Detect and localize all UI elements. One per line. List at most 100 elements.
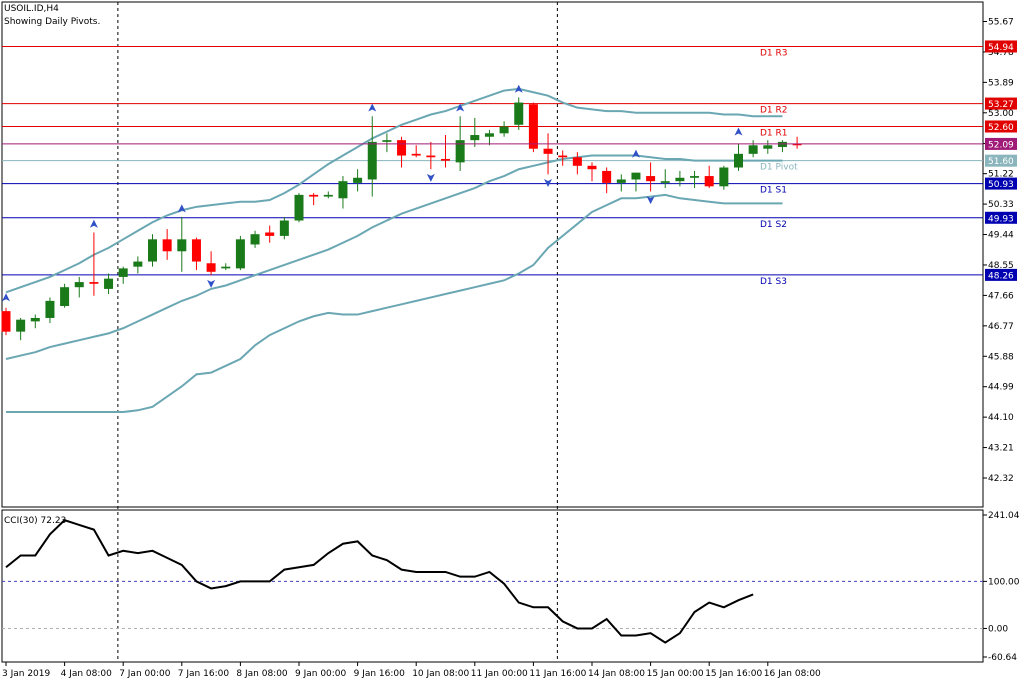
y-tick-label: 53.89 — [988, 78, 1014, 88]
pivot-price-tag — [985, 268, 1017, 281]
candle-body — [470, 135, 480, 141]
pivot-label: D1 S1 — [760, 186, 787, 196]
candle-body — [235, 239, 245, 269]
cci-y-tick-label: 0.00 — [988, 624, 1008, 634]
x-tick-label: 7 Jan 16:00 — [178, 669, 230, 679]
bollinger-lower-line — [6, 193, 783, 414]
candle-body — [499, 126, 509, 134]
y-tick-label: 45.88 — [988, 352, 1014, 362]
cci-panel-border — [1, 509, 984, 663]
candle-body — [455, 140, 465, 163]
candle-body — [719, 167, 729, 187]
candle-body — [89, 282, 99, 284]
x-tick-label: 10 Jan 08:00 — [412, 669, 469, 679]
cci-y-tick-label: -60.64 — [988, 653, 1017, 663]
pivot-price-tag-text: 54.94 — [988, 43, 1014, 53]
pivot-label: D1 R2 — [760, 106, 788, 116]
y-tick-label: 44.10 — [988, 413, 1014, 423]
candle-body — [294, 194, 304, 221]
candle-body — [528, 104, 538, 149]
x-tick-label: 15 Jan 00:00 — [647, 669, 704, 679]
cci-line — [5, 519, 754, 644]
fractal-up-arrow — [456, 103, 465, 112]
pivot-price-tag-text: 53.27 — [988, 100, 1014, 110]
bollinger-middle-line — [5, 154, 783, 360]
candle-body — [279, 220, 289, 236]
fractal-down-arrow — [544, 179, 553, 188]
pivot-label: D1 R1 — [760, 128, 788, 138]
candle-body — [587, 165, 597, 170]
y-tick-label: 50.33 — [988, 200, 1014, 210]
candle-body — [162, 239, 172, 252]
fractal-up-arrow — [514, 84, 523, 93]
candle-body — [777, 141, 787, 147]
pivot-label: D1 S2 — [760, 220, 787, 230]
candle-body — [646, 176, 656, 182]
pivot-price-tag-text: 51.60 — [988, 157, 1014, 167]
x-tick-label: 3 Jan 2019 — [2, 669, 50, 679]
y-tick-label: 49.44 — [988, 231, 1014, 241]
candle-body — [690, 176, 700, 178]
candle-body — [572, 157, 582, 166]
candle-body — [543, 148, 553, 154]
x-tick-label: 7 Jan 00:00 — [119, 669, 171, 679]
candle-body — [660, 181, 670, 183]
candle-body — [367, 141, 377, 180]
y-tick-label: 44.99 — [988, 383, 1014, 393]
x-tick-label: 11 Jan 00:00 — [471, 669, 528, 679]
candle-body — [133, 261, 143, 267]
pivot-price-tag — [985, 211, 1017, 224]
candle-body — [411, 153, 421, 156]
candle-body — [602, 170, 612, 183]
candle-body — [616, 179, 626, 183]
candle-body — [206, 263, 216, 272]
y-tick-label: 46.77 — [988, 322, 1014, 332]
y-tick-label: 55.67 — [988, 18, 1014, 28]
pivot-price-tag-text: 52.60 — [988, 123, 1014, 133]
fractal-up-arrow — [631, 149, 640, 158]
candle-body — [382, 140, 392, 142]
pivot-price-tag — [985, 154, 1017, 167]
y-tick-label: 51.22 — [988, 170, 1014, 180]
chart-symbol: USOIL.ID,H4 — [4, 4, 59, 14]
y-tick-label: 42.32 — [988, 474, 1014, 484]
x-tick-label: 8 Jan 08:00 — [236, 669, 288, 679]
pivot-price-tag — [985, 97, 1017, 110]
x-tick-label: 14 Jan 08:00 — [588, 669, 645, 679]
y-tick-label: 54.78 — [988, 48, 1014, 58]
candle-body — [763, 145, 773, 149]
candle-body — [148, 239, 157, 262]
fractal-up-arrow — [177, 204, 186, 213]
candle-body — [309, 194, 319, 197]
current-price-tag-text: 52.09 — [988, 140, 1014, 150]
candle-body — [734, 153, 743, 168]
cci-y-tick-label: 241.04 — [988, 511, 1020, 521]
candle-body — [338, 181, 348, 199]
candle-body — [191, 239, 201, 262]
bollinger-upper-line — [5, 87, 783, 294]
candle-body — [426, 155, 436, 158]
fractal-down-arrow — [207, 279, 216, 288]
candle-body — [748, 145, 758, 154]
x-tick-label: 15 Jan 16:00 — [705, 669, 762, 679]
pivot-price-tag — [985, 40, 1017, 53]
main-panel-border — [1, 1, 984, 508]
pivot-label: D1 Pivot — [760, 163, 798, 173]
pivot-price-tag-text: 48.26 — [988, 271, 1014, 281]
pivot-label: D1 S3 — [760, 277, 787, 287]
current-price-tag — [985, 137, 1017, 150]
pivot-label: D1 R3 — [760, 48, 788, 58]
candle-body — [558, 155, 568, 158]
fractal-down-arrow — [646, 196, 655, 205]
candle-body — [118, 268, 128, 277]
candle-body — [323, 194, 333, 197]
pivot-price-tag — [985, 120, 1017, 133]
candle-body — [397, 140, 407, 156]
candle-body — [104, 278, 114, 289]
x-tick-label: 9 Jan 00:00 — [295, 669, 347, 679]
x-tick-label: 16 Jan 08:00 — [764, 669, 821, 679]
candle-body — [353, 177, 363, 183]
candle-body — [16, 319, 26, 332]
